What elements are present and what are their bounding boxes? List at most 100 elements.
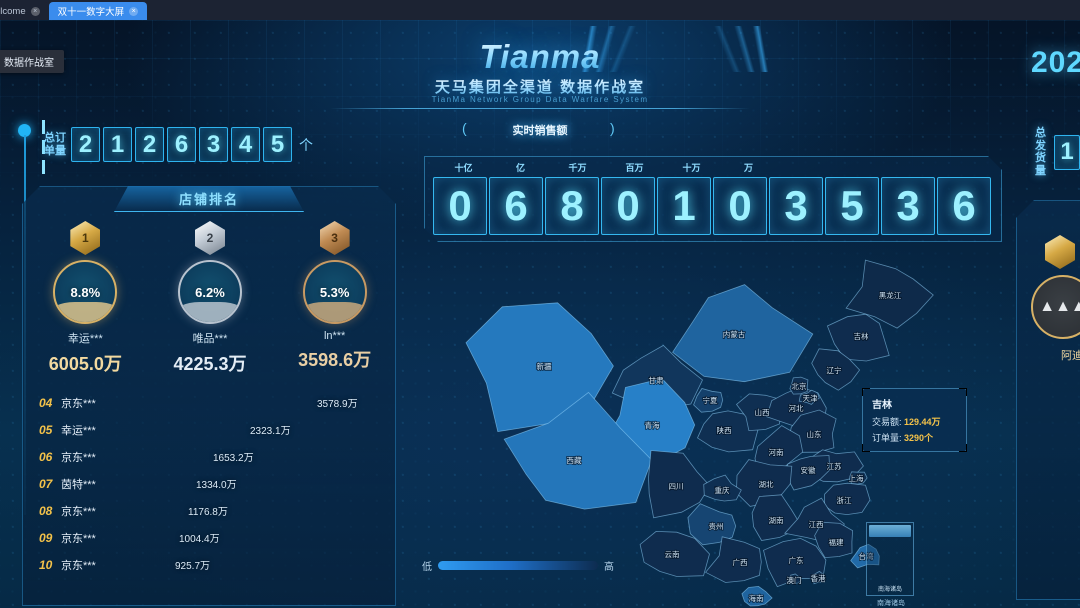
top-store-2[interactable]: 2 6.2% 唯品*** 4225.3万 [154,221,266,376]
province-上海[interactable] [849,471,868,485]
province-label-吉林: 吉林 [854,331,869,341]
rank-row[interactable]: 06 京东*** 1653.2万 [39,443,383,470]
province-label-香港: 香港 [811,573,826,583]
order-digit-4: 3 [199,127,228,162]
province-澳门[interactable] [787,573,802,584]
percent-gauge: 8.8% [53,260,117,324]
top-store-1[interactable]: 1 8.8% 幸运*** 6005.0万 [29,221,141,376]
province-香港[interactable] [811,570,825,585]
inset-landmass [869,525,911,537]
province-label-青海: 青海 [645,420,660,430]
rank-number: 08 [39,503,53,518]
percent-value: 8.8% [70,284,101,300]
order-digit-2: 2 [135,127,164,162]
tab-title: 双十一数字大屏 [57,7,125,18]
odometer-unit-4: 十万 [682,163,701,173]
province-台湾[interactable] [850,543,880,569]
province-内蒙古[interactable] [672,284,814,383]
province-陕西[interactable] [696,410,759,453]
rank-row[interactable]: 09 京东*** 1004.4万 [39,524,383,551]
adidas-logo-icon: ▲▲▲ [1039,298,1080,315]
map-tooltip: 吉林 交易额: 129.44万 订单量: 3290个 [862,388,967,452]
province-四川[interactable] [648,450,711,519]
province-宁夏[interactable] [693,388,724,413]
province-重庆[interactable] [703,474,742,502]
odometer-unit-1: 亿 [515,163,525,173]
south-china-sea-caption: 南海诸岛 [877,600,905,607]
province-西藏[interactable] [503,391,653,510]
bar-value: 1653.2万 [213,453,254,464]
gauge-wave [303,302,367,324]
province-天津[interactable] [798,389,820,405]
dashboard-stage: Tianma 天马集团全渠道 数据作战室 TianMa Network Grou… [0,20,1080,608]
province-label-江西: 江西 [809,520,824,529]
legend-high-label: 高 [604,562,614,573]
store-amount: 4225.3万 [173,354,247,374]
sales-digit-5: 0 [713,177,767,235]
brand-ranking-panel: ▲▲▲ 阿迪 [1016,200,1080,600]
province-label-山西: 山西 [755,407,770,417]
province-广东[interactable] [763,537,827,588]
rank-row[interactable]: 10 京东*** 925.7万 [39,551,383,578]
rank-number: 06 [39,449,53,464]
browser-tab-inactive[interactable]: elcome × [0,2,49,20]
bar-value: 3578.9万 [317,399,358,410]
province-北京[interactable] [789,376,809,395]
province-海南[interactable] [741,585,773,607]
province-山西[interactable] [735,393,782,432]
province-shapes[interactable] [465,259,934,607]
order-digit-1: 1 [103,127,132,162]
inset-label: 南海诸岛 [877,587,902,593]
top-store-3[interactable]: 3 5.3% ln*** 3598.6万 [279,221,391,376]
header-divider [330,108,750,109]
rank-number: 07 [39,476,53,491]
percent-value: 5.3% [319,284,350,300]
province-label-安徽: 安徽 [801,465,816,475]
store-name: 京东*** [61,559,96,572]
tooltip-orders-row: 订单量: 3290个 [872,433,934,443]
province-吉林[interactable] [826,313,890,362]
close-icon[interactable]: × [129,6,139,16]
rank-row[interactable]: 05 幸运*** 2323.1万 [39,416,383,443]
total-shipments-counter: 总发 货量 1 [1032,127,1080,178]
store-name: 幸运*** [67,333,103,345]
province-label-河北: 河北 [789,404,804,413]
order-digit-0: 2 [71,127,100,162]
province-label-湖北: 湖北 [759,480,774,489]
circuit-ticks [42,120,45,174]
close-icon[interactable]: × [30,6,40,16]
sales-digit-3: 0 [601,177,655,235]
province-黑龙江[interactable] [845,259,934,329]
province-label-北京: 北京 [792,381,807,391]
rank-row[interactable]: 08 京东*** 1176.8万 [39,497,383,524]
store-name: 京东*** [61,451,96,464]
brand-title-cn: 天马集团全渠道 数据作战室 [0,76,1080,97]
order-digit-6: 5 [263,127,292,162]
province-云南[interactable] [639,530,710,577]
sales-digit-9: 6 [937,177,991,235]
province-label-黑龙江: 黑龙江 [879,290,902,300]
total-orders-unit: 个 [299,136,313,153]
rank-row[interactable]: 07 茵特*** 1334.0万 [39,470,383,497]
south-china-sea-inset: 南海诸岛 [866,522,914,596]
province-福建[interactable] [814,521,854,559]
rank-row[interactable]: 04 京东*** 3578.9万 [39,389,383,416]
province-浙江[interactable] [824,482,871,516]
province-广西[interactable] [704,536,762,583]
province-湖南[interactable] [751,494,799,541]
medal-icon-rank-3: 3 [320,221,350,255]
browser-tab-active[interactable]: 双十一数字大屏 × [48,2,148,20]
rank-number: 10 [39,557,53,572]
map-legend: 低 高 [422,558,614,573]
bar-value: 1004.4万 [179,534,220,545]
bar-value: 925.7万 [175,561,211,572]
province-辽宁[interactable] [811,348,861,391]
province-label-广东: 广东 [789,555,804,565]
brand-subtitle-en: TianMa Network Group Data Warfare System [431,95,649,104]
province-label-辽宁: 辽宁 [827,365,842,375]
total-orders-label: 总订 单量 [44,131,66,157]
breadcrumb: 数据作战室 [0,50,64,73]
